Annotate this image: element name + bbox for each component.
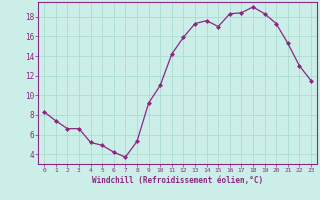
X-axis label: Windchill (Refroidissement éolien,°C): Windchill (Refroidissement éolien,°C) [92,176,263,185]
